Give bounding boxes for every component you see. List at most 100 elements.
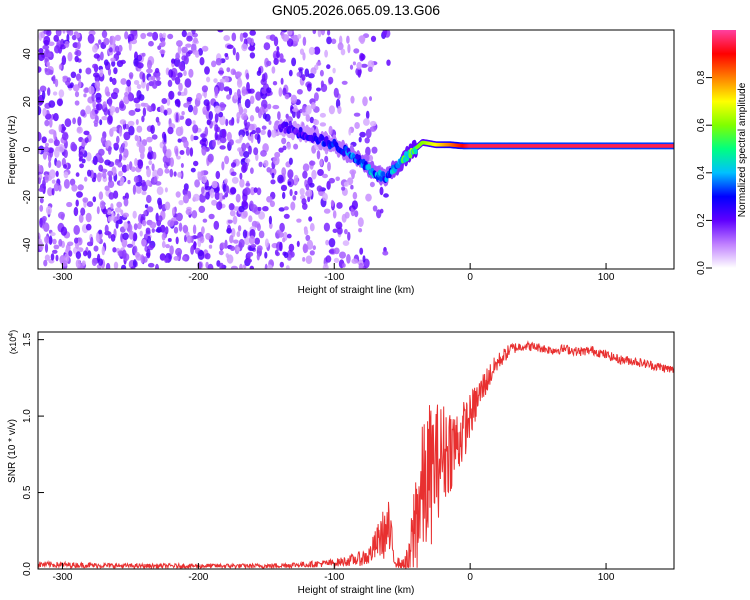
heatmap-cell: [305, 183, 310, 191]
heatmap-cell: [136, 222, 142, 230]
heatmap-cell: [55, 254, 59, 262]
heatmap-cell: [67, 51, 73, 62]
heatmap-cell: [313, 119, 320, 126]
heatmap-cell: [229, 235, 234, 244]
heatmap-cell: [197, 250, 205, 260]
heatmap-cell: [229, 139, 234, 146]
heatmap-cell: [137, 159, 144, 170]
heatmap-cell: [104, 159, 111, 166]
heatmap-cell: [381, 171, 386, 178]
heatmap-cell: [208, 111, 213, 121]
heatmap-cell: [245, 130, 249, 137]
heatmap-cell: [186, 235, 192, 244]
heatmap-cell: [148, 160, 153, 166]
heatmap-cell: [168, 90, 175, 100]
heatmap-cell: [47, 187, 54, 197]
snr-panel: -300 -200 -100 0 100 0.0 0.5 1.0 1.5 Height of …: [7, 330, 675, 596]
heatmap-cell: [71, 184, 78, 192]
heatmap-cell: [256, 187, 262, 196]
heatmap-cell: [299, 188, 305, 196]
heatmap-cell: [146, 206, 154, 213]
heatmap-cell: [367, 163, 371, 170]
heatmap-cell: [119, 181, 124, 186]
heatmap-cell: [108, 114, 113, 124]
heatmap-cell: [239, 178, 245, 188]
heatmap-cell: [276, 229, 282, 234]
heatmap-cell: [241, 142, 247, 152]
heatmap-cell: [72, 84, 80, 92]
heatmap-cell: [302, 257, 306, 262]
heatmap-cell: [228, 119, 234, 126]
heatmap-cell: [175, 212, 183, 222]
heatmap-cell: [39, 85, 47, 93]
heatmap-cell: [216, 201, 223, 211]
heatmap-cell: [81, 158, 86, 164]
heatmap-cell: [365, 146, 371, 157]
heatmap-cell: [128, 125, 135, 136]
heatmap-cell: [228, 88, 233, 96]
heatmap-cell: [181, 30, 187, 38]
heatmap-cell: [357, 217, 364, 228]
heatmap-cell: [94, 80, 101, 90]
heatmap-cell: [308, 46, 315, 56]
heatmap-cell: [296, 109, 301, 119]
heatmap-cell: [223, 86, 230, 92]
heatmap-cell: [100, 51, 104, 61]
heatmap-cell: [161, 240, 166, 249]
heatmap-cell: [286, 142, 291, 150]
heatmap-cell: [339, 251, 346, 259]
heatmap-cell: [258, 230, 265, 239]
heatmap-cell: [107, 216, 113, 222]
heatmap-cell: [241, 165, 247, 173]
heatmap-cell: [201, 186, 205, 194]
heatmap-cell: [188, 68, 194, 78]
heatmap-cell: [107, 145, 112, 155]
heatmap-cell: [299, 48, 305, 55]
heatmap-cell: [156, 76, 161, 81]
heatmap-cell: [151, 228, 155, 233]
heatmap-cell: [44, 173, 49, 183]
heatmap-cell: [200, 133, 206, 139]
heatmap-cell: [276, 50, 280, 59]
heatmap-cell: [165, 244, 171, 249]
heatmap-cell: [55, 170, 59, 177]
heatmap-cell: [232, 239, 239, 244]
heatmap-cell: [127, 91, 133, 102]
heatmap-cell: [244, 98, 251, 109]
heatmap-cell: [328, 105, 335, 115]
heatmap-cell: [61, 132, 69, 141]
heatmap-cell: [91, 92, 95, 102]
heatmap-cell: [92, 155, 98, 166]
heatmap-cell: [296, 240, 300, 247]
heatmap-cell: [42, 151, 48, 160]
heatmap-cell: [352, 191, 358, 200]
heatmap-cell: [141, 239, 147, 247]
heatmap-cell: [142, 219, 147, 227]
heatmap-cell: [48, 129, 56, 135]
snr-series-line: [38, 340, 674, 569]
heatmap-cell: [68, 30, 74, 36]
heatmap-cell: [120, 59, 126, 65]
heatmap-cell: [51, 188, 55, 196]
heatmap-cell: [127, 33, 135, 42]
heatmap-cell: [344, 211, 350, 219]
heatmap-cell: [38, 131, 42, 142]
x-tick-label: 100: [598, 272, 615, 283]
heatmap-cell: [55, 160, 62, 169]
heatmap-cell: [273, 58, 279, 65]
heatmap-cell: [328, 76, 334, 85]
heatmap-cell: [348, 128, 352, 136]
spectrogram-x-label: Height of straight line (km): [298, 285, 415, 296]
heatmap-cell: [76, 41, 81, 50]
heatmap-cell: [178, 61, 185, 70]
heatmap-cell: [261, 125, 267, 130]
x-tick-label: 100: [598, 572, 615, 583]
heatmap-cell: [186, 35, 193, 42]
heatmap-cell: [268, 215, 272, 225]
heatmap-cell: [93, 119, 99, 125]
x-tick-label: -300: [52, 272, 72, 283]
heatmap-cell: [155, 212, 159, 222]
heatmap-cell: [38, 48, 44, 54]
heatmap-cell: [63, 164, 67, 169]
heatmap-cell: [207, 153, 214, 163]
